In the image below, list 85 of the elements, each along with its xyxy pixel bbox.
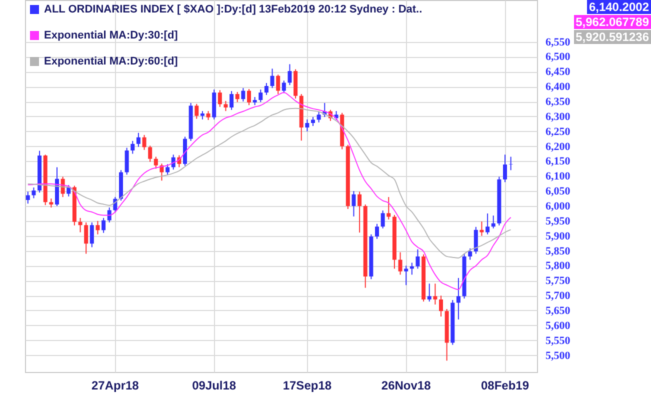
legend-label: Exponential MA:Dy:30:[d]: [44, 30, 178, 42]
candlestick: [84, 222, 88, 254]
candlestick: [288, 64, 292, 86]
candlestick: [386, 196, 391, 220]
y-tick-label: 5,800: [546, 260, 571, 272]
y-tick-label: 6,300: [546, 110, 571, 123]
text: 5,920.591236: [574, 30, 651, 44]
candlestick: [358, 191, 362, 234]
candlestick: [416, 248, 420, 270]
candlestick: [375, 223, 379, 240]
candlestick: [276, 74, 280, 95]
text: 6,140.2002: [586, 0, 651, 14]
candlestick: [166, 164, 170, 176]
candlestick: [474, 226, 478, 254]
legend-label: Exponential MA:Dy:60:[d]: [44, 56, 178, 68]
y-tick-label: 5,950: [546, 215, 571, 228]
candlestick: [154, 156, 158, 170]
candlestick: [316, 111, 321, 123]
candlestick: [124, 147, 129, 176]
candlestick: [194, 103, 199, 120]
x-tick-label: 08Feb19: [480, 378, 530, 392]
y-tick-label: 6,450: [546, 66, 571, 78]
y-tick-label: 6,250: [546, 126, 571, 138]
candlestick: [107, 206, 112, 223]
legend-label: ALL ORDINARIES INDEX [ $XAO ]:Dy:[d] 13Feb2019 20:12 Sydney : Dat..: [44, 4, 422, 16]
x-tick-label: 09Jul18: [192, 378, 236, 392]
candlestick: [258, 89, 263, 103]
candlestick: [230, 90, 234, 110]
x-tick-label: 17Sep18: [282, 378, 332, 392]
y-tick-label: 5,900: [546, 230, 571, 242]
candlestick: [491, 215, 496, 229]
y-tick-label: 6,050: [546, 186, 571, 198]
candlestick: [218, 90, 222, 108]
line-series: [27, 92, 512, 290]
candlestick: [102, 217, 106, 234]
y-tick-label: 6,100: [546, 170, 571, 183]
candlestick: [96, 220, 100, 235]
x-tick-label: 26Nov18: [381, 378, 432, 392]
candlestick: [456, 277, 460, 320]
candlestick: [90, 222, 94, 248]
candlestick: [480, 221, 484, 236]
candlestick: [264, 82, 268, 96]
candlestick: [241, 88, 246, 102]
y-tick-label: 6,400: [546, 81, 571, 94]
candlestick: [78, 217, 82, 233]
candlestick: [380, 210, 385, 229]
candlestick: [270, 68, 274, 89]
candlestick: [130, 140, 135, 154]
candlestick: [427, 283, 432, 302]
candlestick: [224, 100, 228, 112]
candlestick: [508, 156, 513, 171]
candlestick: [148, 145, 152, 162]
candlestick: [468, 248, 472, 260]
y-tick-label: 6,150: [546, 156, 571, 168]
y-tick-label: 6,200: [546, 140, 571, 153]
candlestick: [66, 184, 71, 197]
candlestick: [247, 88, 251, 106]
candlestick: [398, 252, 402, 276]
line-series: [27, 108, 512, 258]
candlestick: [433, 283, 438, 306]
y-tick-label: 5,850: [546, 245, 571, 258]
y-tick-label: 5,550: [546, 334, 571, 347]
y-tick-label: 5,600: [546, 320, 571, 332]
candlestick: [404, 265, 408, 286]
text: 5,962.067789: [574, 15, 651, 29]
y-tick-label: 5,650: [546, 305, 571, 317]
y-tick-label: 6,500: [546, 51, 571, 64]
y-tick-label: 6,000: [546, 200, 571, 213]
candlestick: [352, 190, 356, 217]
y-tick-label: 5,750: [546, 275, 571, 288]
candlestick: [136, 132, 140, 148]
candlestick: [503, 154, 507, 183]
y-tick-label: 5,700: [546, 290, 571, 302]
candlestick: [142, 134, 146, 150]
x-tick-label: 27Apr18: [91, 378, 140, 392]
y-tick-label: 5,500: [546, 350, 571, 362]
candlestick: [439, 295, 443, 317]
candlestick: [282, 80, 286, 94]
candlestick: [486, 212, 490, 235]
candlestick: [32, 186, 36, 199]
candlestick: [235, 91, 240, 103]
candlestick: [26, 191, 30, 204]
candlestick: [305, 118, 310, 132]
y-tick-label: 6,350: [546, 96, 571, 108]
y-tick-label: 6,550: [546, 36, 571, 48]
